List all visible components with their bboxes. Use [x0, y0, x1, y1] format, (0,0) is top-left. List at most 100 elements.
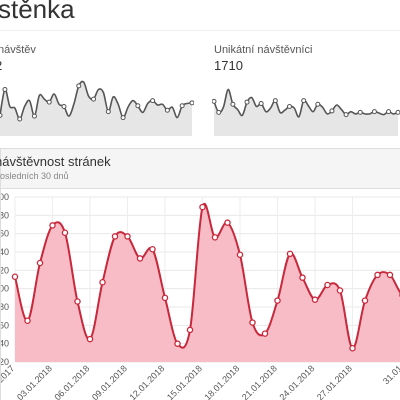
- data-point[interactable]: [274, 297, 281, 304]
- data-point[interactable]: [86, 335, 94, 343]
- sparkline-point: [371, 109, 377, 115]
- data-point[interactable]: [361, 297, 369, 304]
- data-point[interactable]: [299, 274, 306, 281]
- data-point[interactable]: [211, 234, 219, 241]
- x-tick-label: 24.01.2018: [277, 363, 316, 400]
- sparkline-point: [17, 116, 23, 122]
- title-divider: [0, 30, 400, 31]
- traffic-panel-title: návštěvnost stránek: [0, 154, 111, 169]
- data-point[interactable]: [24, 317, 31, 324]
- data-point[interactable]: [186, 326, 194, 334]
- sparkline-point: [329, 108, 335, 114]
- data-point[interactable]: [199, 203, 206, 211]
- x-tick-label: 06.01.2018: [52, 363, 91, 400]
- sparkline-line: [0, 80, 193, 120]
- x-tick-label: 03.01.2018: [15, 363, 54, 400]
- data-point[interactable]: [261, 330, 269, 337]
- traffic-chart: 120140160180200220240260280300201703.01.…: [1, 192, 400, 400]
- data-point[interactable]: [111, 233, 119, 240]
- sparkline-point: [244, 99, 250, 105]
- sparkline-point: [61, 104, 67, 109]
- sparkline-point: [272, 98, 278, 104]
- sparkline-point: [386, 109, 392, 115]
- sparkline-point: [0, 112, 3, 118]
- x-tick-label: 15.01.2018: [165, 363, 204, 400]
- y-tick-label: 280: [1, 210, 9, 220]
- data-point[interactable]: [124, 233, 131, 240]
- y-tick-label: 140: [1, 339, 9, 349]
- sparkline-point: [216, 109, 222, 115]
- sparkline-point: [212, 98, 217, 104]
- stat-label-visits: návštěv: [0, 44, 36, 56]
- sparkline-point: [2, 87, 8, 93]
- stat-value-unique-visitors: 1710: [214, 58, 243, 73]
- y-tick-label: 220: [1, 265, 9, 275]
- unique-visitors-sparkline: [212, 88, 400, 136]
- sparkline-point: [31, 113, 37, 119]
- series-line: [14, 202, 400, 350]
- data-point[interactable]: [161, 294, 169, 302]
- sparkline-area: [214, 89, 398, 136]
- data-point[interactable]: [61, 229, 69, 237]
- data-point[interactable]: [36, 259, 44, 267]
- y-tick-label: 240: [1, 247, 9, 257]
- sparkline-point: [230, 101, 236, 107]
- data-point[interactable]: [311, 296, 319, 303]
- data-point[interactable]: [224, 219, 231, 226]
- y-tick-label: 200: [1, 284, 9, 294]
- sparkline-line: [213, 88, 399, 118]
- sparkline-point: [357, 109, 363, 115]
- data-point[interactable]: [74, 298, 81, 305]
- data-point[interactable]: [174, 340, 181, 347]
- data-point[interactable]: [99, 279, 106, 286]
- y-tick-label: 300: [1, 192, 9, 202]
- traffic-panel: návštěvnost stránek posledních 30 dnů 12…: [0, 148, 400, 400]
- data-point[interactable]: [349, 344, 356, 352]
- traffic-panel-heading: návštěvnost stránek posledních 30 dnů: [0, 149, 400, 189]
- sparkline-point: [343, 112, 349, 118]
- data-point[interactable]: [49, 222, 56, 229]
- stat-card-visits: návštěv 2: [0, 40, 194, 141]
- sparkline-point: [258, 101, 264, 107]
- x-tick-label: 18.01.2018: [202, 363, 241, 400]
- sparkline-point: [395, 109, 400, 115]
- data-point[interactable]: [374, 271, 381, 279]
- x-tick-label: 21.01.2018: [240, 363, 279, 400]
- series-area: [15, 203, 400, 362]
- data-point[interactable]: [11, 273, 19, 281]
- y-tick-label: 120: [1, 357, 9, 367]
- x-tick-label: 12.01.2018: [127, 363, 166, 400]
- data-point[interactable]: [286, 250, 294, 258]
- data-point[interactable]: [236, 251, 244, 259]
- sparkline-point: [76, 83, 82, 89]
- y-tick-label: 160: [1, 320, 9, 330]
- x-tick-label: 31.01: [381, 363, 400, 386]
- stat-card-unique-visitors: Unikátní návštěvníci 1710: [212, 40, 400, 141]
- sparkline-area: [0, 81, 192, 136]
- sparkline-point: [315, 101, 321, 107]
- page-title-text: stěnka: [0, 0, 75, 24]
- sparkline-point: [164, 107, 170, 113]
- data-point[interactable]: [324, 281, 331, 289]
- data-point[interactable]: [249, 319, 256, 326]
- traffic-panel-subtitle: posledních 30 dnů: [0, 171, 69, 181]
- y-tick-label: 260: [1, 229, 9, 239]
- stat-value-visits: 2: [0, 58, 2, 73]
- x-tick-label: 09.01.2018: [90, 363, 129, 400]
- sparkline-point: [91, 96, 97, 102]
- sparkline-point: [286, 104, 292, 109]
- y-tick-label: 180: [1, 302, 9, 312]
- sparkline-point: [301, 98, 307, 104]
- sparkline-point: [179, 103, 185, 109]
- data-point[interactable]: [386, 271, 394, 279]
- sparkline-point: [105, 109, 111, 115]
- stat-label-unique-visitors: Unikátní návštěvníci: [214, 44, 313, 56]
- data-point[interactable]: [336, 287, 344, 294]
- visits-sparkline: [0, 80, 194, 136]
- x-tick-label: 27.01.2018: [315, 363, 354, 400]
- data-point[interactable]: [149, 246, 156, 253]
- sparkline-point: [189, 100, 194, 106]
- data-point[interactable]: [136, 255, 144, 262]
- sparkline-point: [46, 99, 52, 105]
- sparkline-point: [150, 98, 156, 104]
